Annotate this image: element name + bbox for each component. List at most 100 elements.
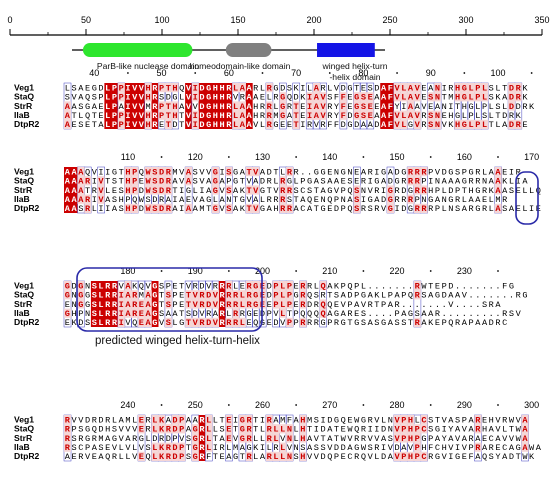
residue: R xyxy=(320,83,325,93)
residue: T xyxy=(374,300,379,310)
residue: E xyxy=(314,195,319,205)
ruler-dot xyxy=(362,156,365,158)
residue: P xyxy=(294,309,299,319)
residue: V xyxy=(280,434,286,444)
similar-residue-bg xyxy=(279,290,287,300)
residue: I xyxy=(307,111,312,121)
residue: G xyxy=(246,309,251,319)
sequence-name: StaQ xyxy=(14,92,34,102)
residue: L xyxy=(152,415,157,425)
residue: L xyxy=(146,434,151,444)
similar-residue-bg xyxy=(158,83,166,93)
residue: Q xyxy=(105,452,110,462)
sequence-name: Veg1 xyxy=(14,414,34,424)
residue: P xyxy=(112,102,117,112)
residue: M xyxy=(139,291,144,301)
similar-residue-bg xyxy=(272,281,280,291)
residue: D xyxy=(509,83,514,93)
residue: H xyxy=(105,425,110,435)
residue: A xyxy=(78,177,84,187)
residue: V xyxy=(179,167,185,177)
residue: E xyxy=(267,300,272,310)
residue: E xyxy=(139,300,144,310)
residue: H xyxy=(300,415,305,425)
similar-residue-bg xyxy=(138,299,146,309)
residue: L xyxy=(482,93,487,103)
residue: G xyxy=(509,281,514,291)
similar-residue-bg xyxy=(312,92,320,102)
residue: I xyxy=(193,93,198,103)
residue: V xyxy=(516,309,522,319)
residue: V xyxy=(415,83,421,93)
sequence-name: DtpR2 xyxy=(14,317,40,327)
residue: Q xyxy=(408,291,413,301)
residue: D xyxy=(166,434,171,444)
residue: R xyxy=(105,309,111,319)
residue: E xyxy=(368,102,373,112)
residue: T xyxy=(213,452,218,462)
residue: A xyxy=(172,177,178,187)
residue: E xyxy=(267,318,272,328)
residue: D xyxy=(267,167,272,177)
residue: S xyxy=(112,195,117,205)
residue: I xyxy=(119,318,124,328)
similar-residue-bg xyxy=(265,424,273,434)
residue: D xyxy=(159,204,164,214)
residue: G xyxy=(408,204,413,214)
similar-residue-bg xyxy=(198,317,206,327)
residue: R xyxy=(166,204,172,214)
residue: Y xyxy=(495,452,500,462)
residue: P xyxy=(159,83,164,93)
similar-residue-bg xyxy=(144,167,152,177)
similar-residue-bg xyxy=(245,290,253,300)
residue: H xyxy=(213,111,218,121)
residue: W xyxy=(522,452,528,462)
similar-residue-bg xyxy=(191,442,199,452)
residue: P xyxy=(78,309,83,319)
similar-residue-bg xyxy=(117,308,125,318)
residue: L xyxy=(307,83,312,93)
residue: T xyxy=(166,111,171,121)
residue: S xyxy=(92,93,97,103)
residue: T xyxy=(119,177,124,187)
residue: . xyxy=(408,300,413,310)
residue: D xyxy=(509,120,514,130)
residue: P xyxy=(267,309,272,319)
residue: D xyxy=(374,83,379,93)
residue: A xyxy=(92,443,98,453)
residue: A xyxy=(125,291,131,301)
residue: S xyxy=(152,186,157,196)
residue: E xyxy=(139,177,144,187)
residue: G xyxy=(193,452,198,462)
residue: A xyxy=(381,120,387,130)
residue: E xyxy=(139,452,144,462)
residue: R xyxy=(246,434,252,444)
residue: V xyxy=(146,281,152,291)
residue: R xyxy=(246,300,252,310)
similar-residue-bg xyxy=(407,433,415,443)
residue: A xyxy=(408,93,414,103)
residue: W xyxy=(516,434,522,444)
similar-residue-bg xyxy=(292,110,300,120)
similar-residue-bg xyxy=(474,119,482,129)
residue: Q xyxy=(132,195,137,205)
residue: L xyxy=(489,204,494,214)
similar-residue-bg xyxy=(360,92,368,102)
residue: L xyxy=(401,93,406,103)
sequence-name: Veg1 xyxy=(14,82,34,92)
similar-residue-bg xyxy=(286,424,294,434)
residue: A xyxy=(179,195,185,205)
residue: M xyxy=(273,111,278,121)
similar-residue-bg xyxy=(64,308,72,318)
residue: . xyxy=(307,167,312,177)
residue: D xyxy=(347,111,352,121)
similar-residue-bg xyxy=(238,290,246,300)
similar-residue-bg xyxy=(413,424,421,434)
residue: D xyxy=(152,434,157,444)
ruler-number: 60 xyxy=(224,68,234,78)
residue: P xyxy=(442,318,447,328)
residue: R xyxy=(152,83,158,93)
similar-residue-bg xyxy=(420,415,428,425)
similar-residue-bg xyxy=(521,424,529,434)
residue: R xyxy=(354,434,359,444)
